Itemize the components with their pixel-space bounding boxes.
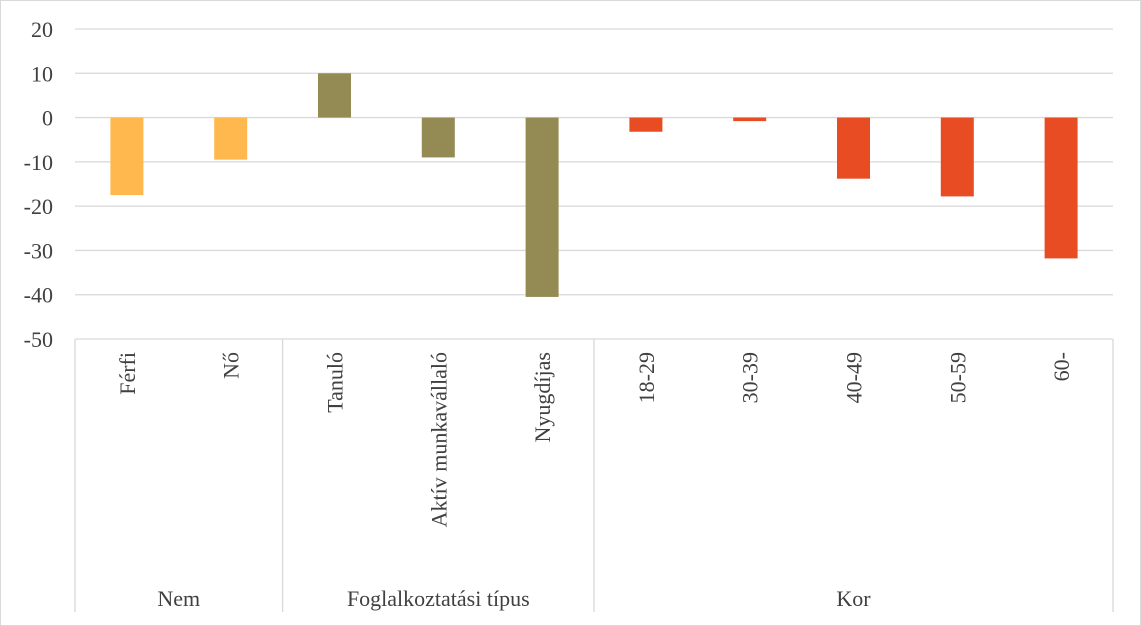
y-tick-label: 0 xyxy=(42,106,53,131)
bar-nyugdíjas xyxy=(525,117,559,297)
bar-50-59 xyxy=(940,117,974,197)
y-tick-label: 20 xyxy=(31,17,53,42)
category-label: 18-29 xyxy=(634,352,659,403)
bar-40-49 xyxy=(837,117,870,179)
category-label: Férfi xyxy=(115,352,140,395)
bar-30-39 xyxy=(733,117,767,122)
category-label: Nő xyxy=(219,352,244,379)
category-label: 50-59 xyxy=(945,352,970,403)
y-tick-label: 10 xyxy=(31,61,53,86)
bar-nő xyxy=(214,117,248,160)
category-label: 60- xyxy=(1049,352,1074,381)
category-label: Tanuló xyxy=(323,352,348,413)
y-tick-label: -50 xyxy=(24,327,53,352)
group-label: Foglalkoztatási típus xyxy=(347,586,530,611)
category-label: 30-39 xyxy=(738,352,763,403)
bar-tanuló xyxy=(318,73,351,118)
bar-aktív-munkavállaló xyxy=(421,117,455,158)
y-tick-label: -10 xyxy=(24,150,53,175)
bar-férfi xyxy=(110,117,144,196)
y-tick-label: -20 xyxy=(24,194,53,219)
bar-18-29 xyxy=(629,117,663,132)
y-tick-label: -40 xyxy=(24,283,53,308)
category-label: 40-49 xyxy=(842,352,867,403)
bar-60- xyxy=(1044,117,1078,259)
category-label: Aktív munkavállaló xyxy=(426,352,451,527)
y-tick-label: -30 xyxy=(24,238,53,263)
group-label: Nem xyxy=(157,586,200,611)
category-label: Nyugdíjas xyxy=(530,352,555,442)
group-label: Kor xyxy=(836,586,871,611)
